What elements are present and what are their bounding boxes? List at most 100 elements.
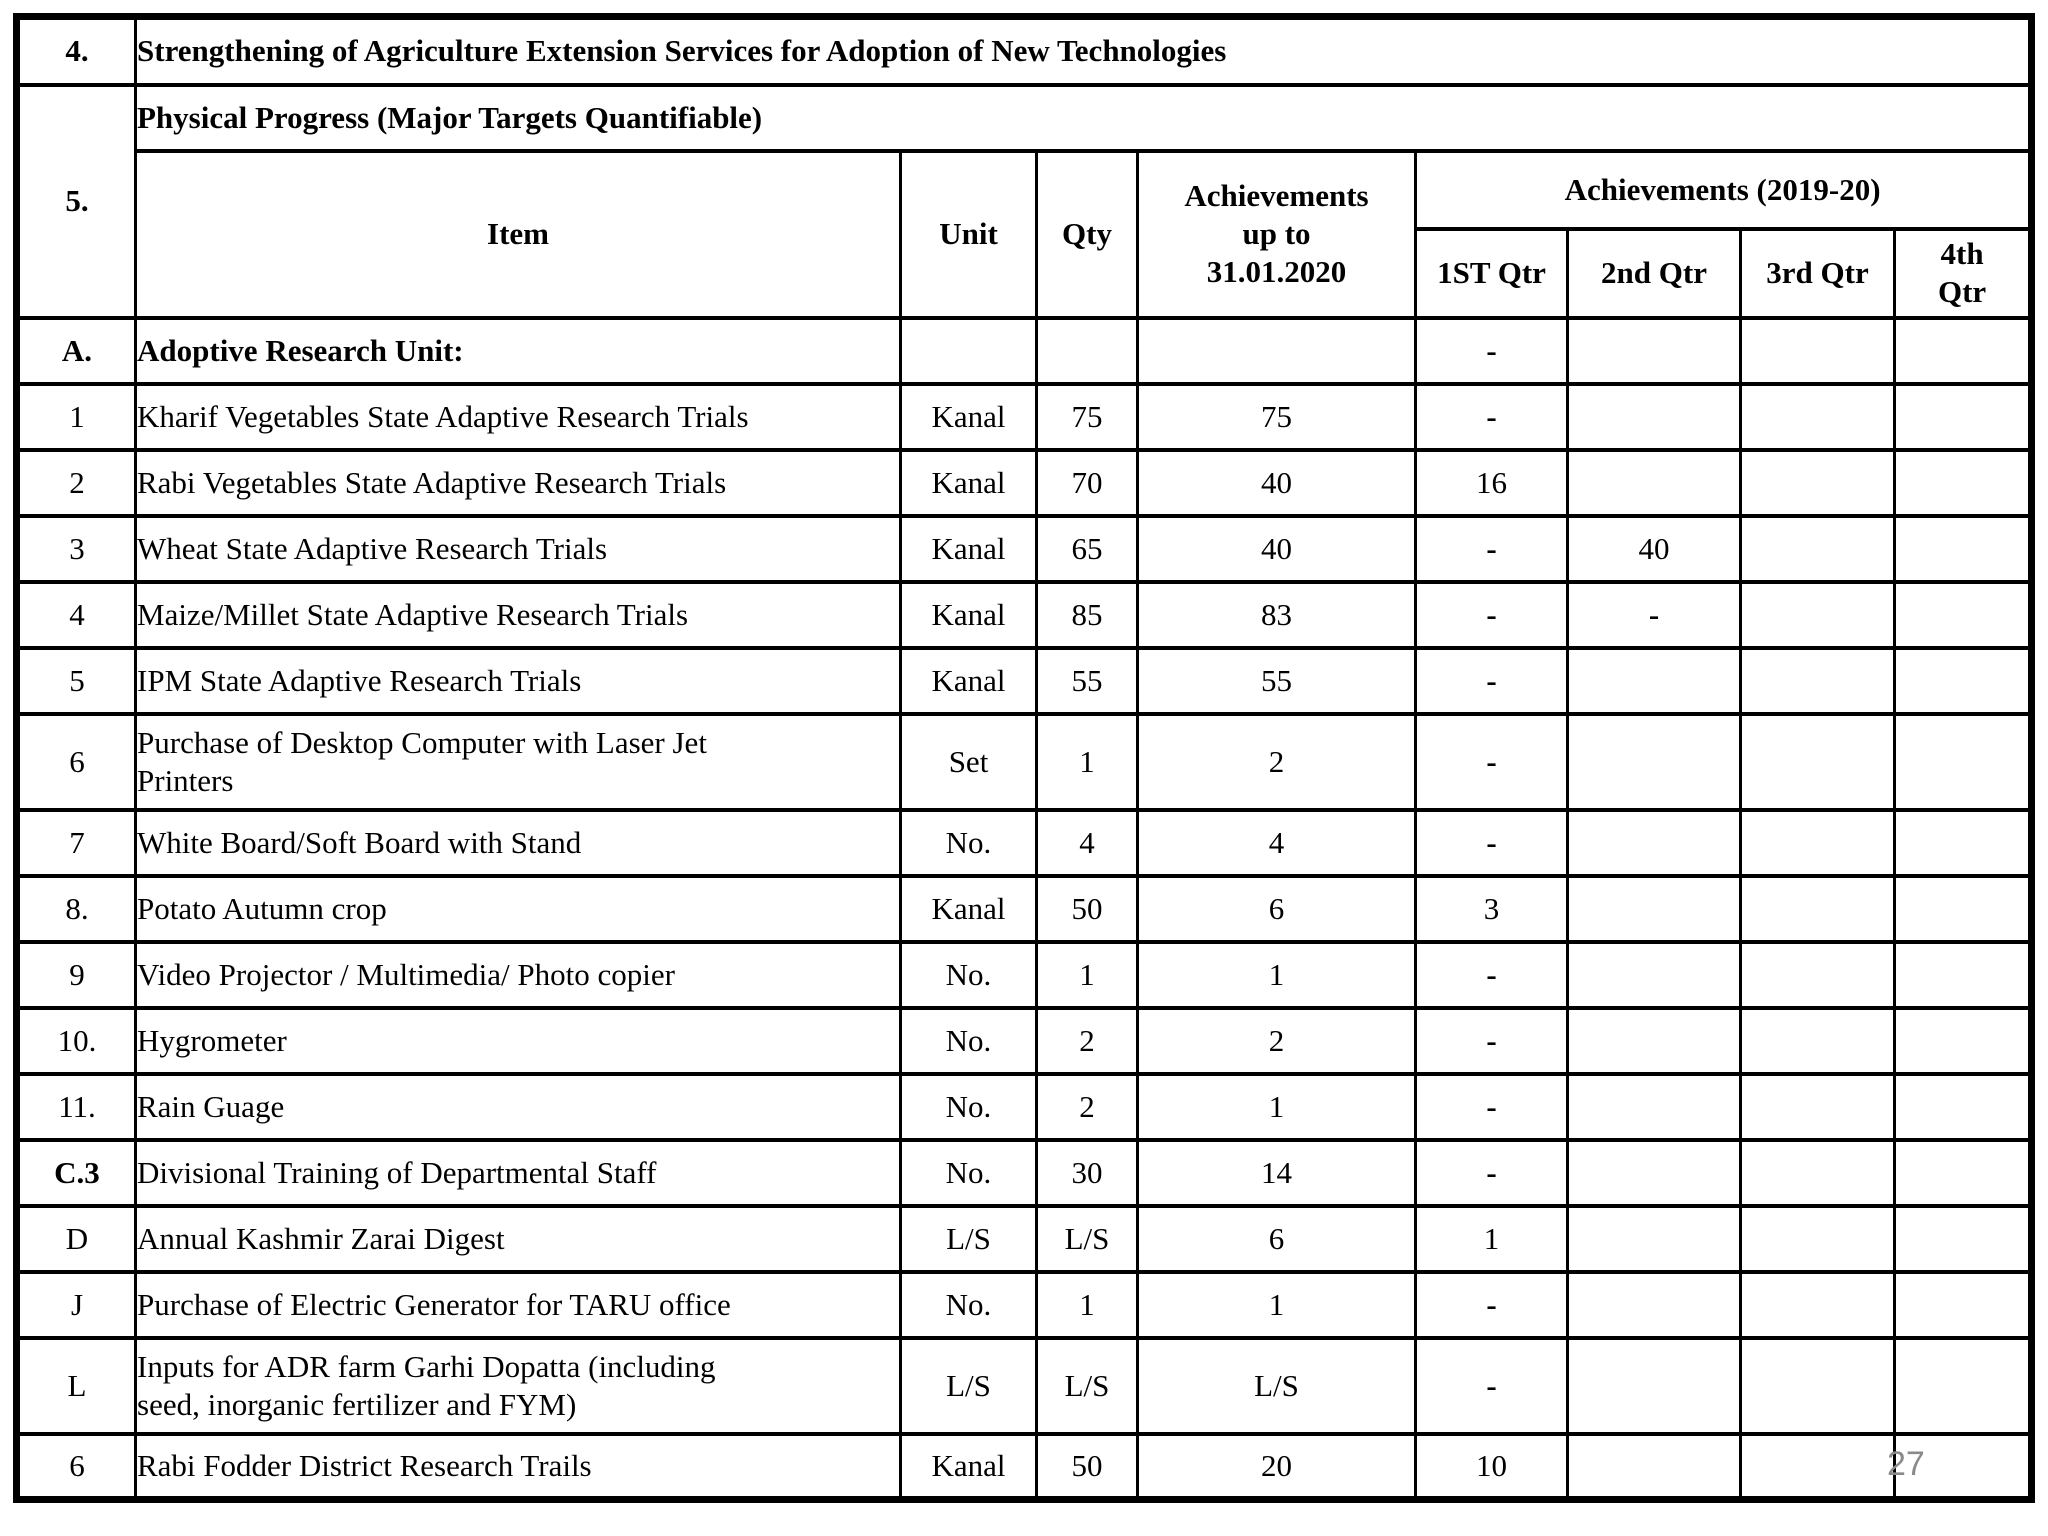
cell-q2: 40 <box>1566 513 1742 584</box>
cell-q3 <box>1739 711 1896 812</box>
cell-item: Rain Guage <box>134 1071 902 1142</box>
cell-q2 <box>1566 1335 1742 1436</box>
header-q1: 1ST Qtr <box>1414 226 1569 320</box>
header-achievements-upto: Achievements up to 31.01.2020 <box>1136 148 1417 320</box>
cell-row-number: 4 <box>15 579 137 650</box>
cell-q3 <box>1739 447 1896 518</box>
cell-q4 <box>1892 873 2034 944</box>
cell-achievement-upto: 40 <box>1136 447 1417 518</box>
cell-q4 <box>1892 1335 2034 1436</box>
cell-q3 <box>1739 645 1896 716</box>
section-row-4: 4. Strengthening of Agriculture Extensio… <box>15 14 2034 87</box>
header-row-quarters: 1ST Qtr 2nd Qtr 3rd Qtr 4th Qtr <box>17 226 2034 320</box>
cell-item: Wheat State Adaptive Research Trials <box>134 513 902 584</box>
page-number: 27 <box>1887 1445 1925 1483</box>
cell-q3 <box>1739 807 1896 878</box>
cell-qty: 50 <box>1035 1431 1139 1502</box>
cell-q1: - <box>1414 1005 1569 1076</box>
cell-unit: No. <box>899 1269 1038 1340</box>
cell-unit: Kanal <box>899 513 1038 584</box>
cell-q1: - <box>1414 1269 1569 1340</box>
cell-row-number: 6 <box>15 711 137 812</box>
table-row: J Purchase of Electric Generator for TAR… <box>15 1269 2034 1340</box>
cell-q3 <box>1739 1137 1896 1208</box>
cell-q3 <box>1739 1203 1896 1274</box>
cell-q3 <box>1739 513 1896 584</box>
cell-q2 <box>1566 1269 1742 1340</box>
physical-progress-table: 4. Strengthening of Agriculture Extensio… <box>13 13 2036 1503</box>
table-row: C.3 Divisional Training of Departmental … <box>15 1137 2034 1208</box>
cell-q3 <box>1739 381 1896 452</box>
cell-unit: Kanal <box>899 1431 1038 1502</box>
table-row: 11. Rain Guage No. 2 1 - <box>15 1071 2034 1142</box>
cell-q4 <box>1892 513 2034 584</box>
cell-row-number: 9 <box>15 939 137 1010</box>
cell-q3 <box>1739 1071 1896 1142</box>
cell-q3 <box>1739 939 1896 1010</box>
cell-q4 <box>1892 381 2034 452</box>
table-row: 4 Maize/Millet State Adaptive Research T… <box>15 579 2034 650</box>
cell-item: Rabi Vegetables State Adaptive Research … <box>134 447 902 518</box>
cell-item: Kharif Vegetables State Adaptive Researc… <box>134 381 902 452</box>
header-achievements-2019-20: Achievements (2019-20) <box>1413 148 2034 231</box>
cell-q1: - <box>1414 1137 1569 1208</box>
cell-q1: - <box>1414 1071 1569 1142</box>
cell-q2 <box>1566 1071 1742 1142</box>
cell-q1: - <box>1414 711 1569 812</box>
cell-q1: - <box>1414 579 1569 650</box>
header-unit: Unit <box>899 148 1038 320</box>
cell-achievement-upto: 2 <box>1136 1005 1417 1076</box>
cell-achievement-upto: 55 <box>1136 645 1417 716</box>
cell-q4 <box>1892 1005 2034 1076</box>
cell-achievement-upto: 75 <box>1136 381 1417 452</box>
cell-achievement-upto: 4 <box>1136 807 1417 878</box>
cell-row-number: 6 <box>15 1431 137 1502</box>
cell-qty: 30 <box>1035 1137 1139 1208</box>
cell-q1: - <box>1414 939 1569 1010</box>
table-row: D Annual Kashmir Zarai Digest L/S L/S 6 … <box>15 1203 2034 1274</box>
cell-q1: 1 <box>1414 1203 1569 1274</box>
cell-q3 <box>1739 873 1896 944</box>
cell-item: Adoptive Research Unit: <box>134 315 902 386</box>
cell-unit: No. <box>899 939 1038 1010</box>
cell-qty: 2 <box>1035 1071 1139 1142</box>
table-row: 7 White Board/Soft Board with Stand No. … <box>15 807 2034 878</box>
cell-q4 <box>1892 807 2034 878</box>
cell-q1: - <box>1414 315 1569 386</box>
cell-item: Purchase of Desktop Computer with Laser … <box>134 711 902 812</box>
cell-q4 <box>1892 1137 2034 1208</box>
cell-unit: Kanal <box>899 873 1038 944</box>
cell-row-number: 11. <box>15 1071 137 1142</box>
cell-q2 <box>1566 381 1742 452</box>
cell-qty: 1 <box>1035 711 1139 812</box>
cell-row-number: 7 <box>15 807 137 878</box>
cell-qty <box>1035 315 1139 386</box>
cell-qty: 1 <box>1035 939 1139 1010</box>
cell-item: Video Projector / Multimedia/ Photo copi… <box>134 939 902 1010</box>
table-row: 2 Rabi Vegetables State Adaptive Researc… <box>15 447 2034 518</box>
cell-q4 <box>1892 1269 2034 1340</box>
cell-q3 <box>1739 1269 1896 1340</box>
cell-q3 <box>1739 579 1896 650</box>
cell-q2 <box>1566 645 1742 716</box>
cell-row-number: 5 <box>15 645 137 716</box>
cell-q4 <box>1892 645 2034 716</box>
cell-item: Purchase of Electric Generator for TARU … <box>134 1269 902 1340</box>
cell-unit: L/S <box>899 1335 1038 1436</box>
section-title-4: Strengthening of Agriculture Extension S… <box>133 14 2034 87</box>
section-number-5: 5. <box>15 82 137 320</box>
cell-q3 <box>1739 315 1896 386</box>
cell-item: Hygrometer <box>134 1005 902 1076</box>
cell-q2 <box>1566 1431 1742 1502</box>
table-row: 1 Kharif Vegetables State Adaptive Resea… <box>15 381 2034 452</box>
cell-q2 <box>1566 1137 1742 1208</box>
cell-row-number: 1 <box>15 381 137 452</box>
header-q3: 3rd Qtr <box>1739 226 1896 320</box>
cell-unit: Kanal <box>899 381 1038 452</box>
table-row: 5 IPM State Adaptive Research Trials Kan… <box>15 645 2034 716</box>
cell-q4 <box>1892 1071 2034 1142</box>
cell-q4 <box>1892 711 2034 812</box>
cell-qty: 1 <box>1035 1269 1139 1340</box>
cell-q1: 3 <box>1414 873 1569 944</box>
cell-unit: L/S <box>899 1203 1038 1274</box>
